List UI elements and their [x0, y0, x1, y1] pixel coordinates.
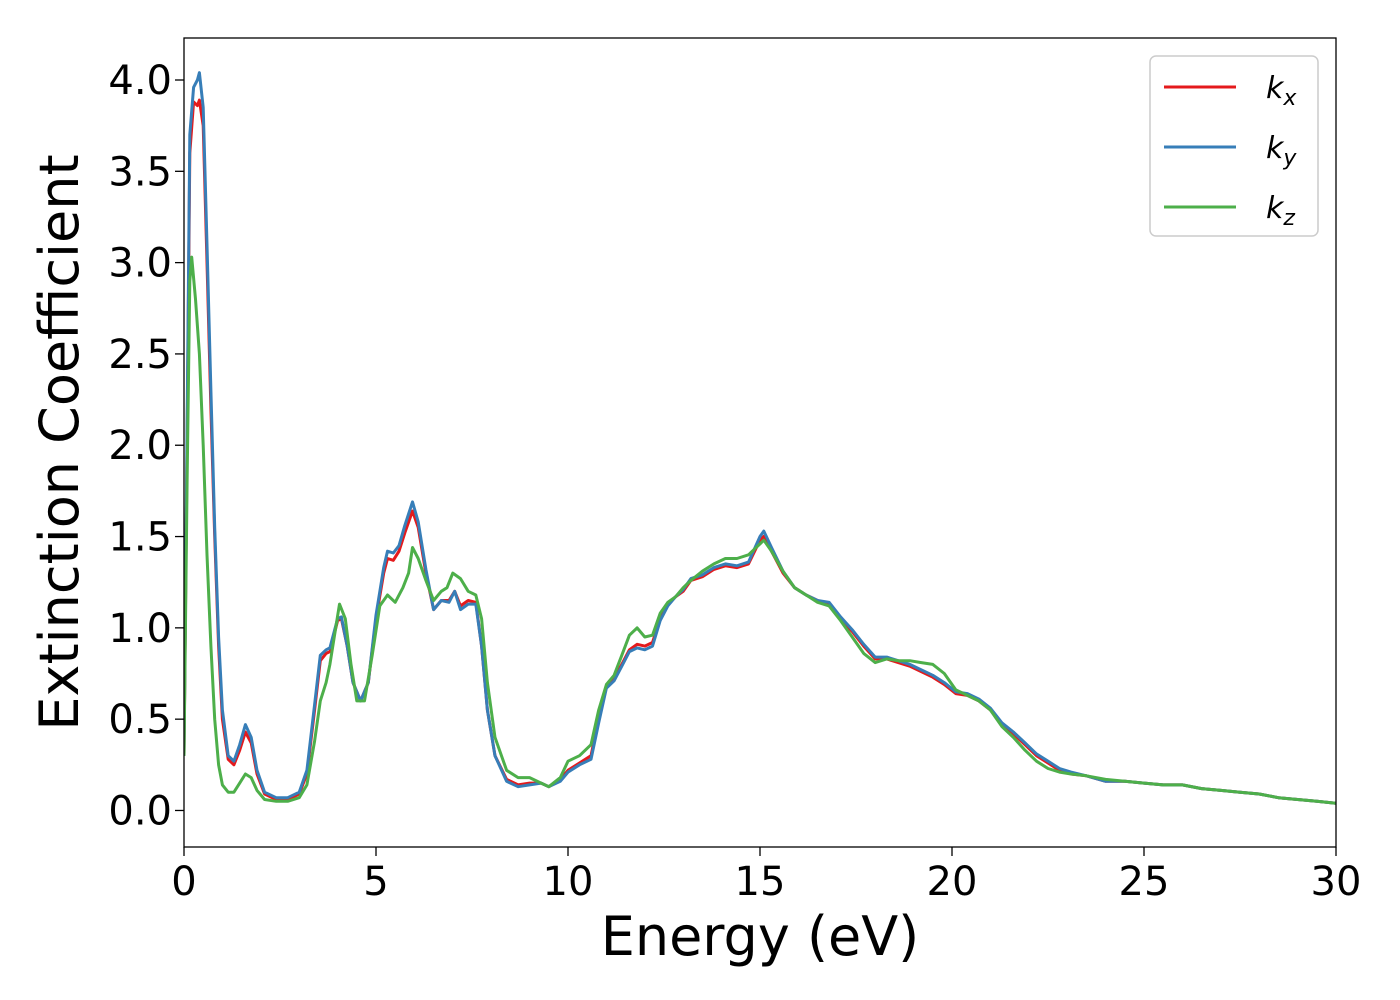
x-tick-label: 25 — [1119, 859, 1170, 905]
x-tick-label: 0 — [171, 859, 196, 905]
x-tick-label: 5 — [363, 859, 388, 905]
legend: kx ky kz — [1149, 55, 1319, 237]
x-tick-label: 15 — [735, 859, 786, 905]
x-tick-label: 10 — [543, 859, 594, 905]
y-tick-label: 4.0 — [108, 58, 172, 104]
y-axis-label: Extinction Coefficient — [28, 154, 91, 730]
y-tick-label: 2.0 — [108, 423, 172, 469]
legend-label-kx: kx — [1266, 71, 1297, 111]
y-tick-label: 0.0 — [108, 788, 172, 834]
x-tick-label: 30 — [1311, 859, 1362, 905]
legend-label-ky: ky — [1266, 131, 1297, 171]
y-tick-label: 1.5 — [108, 515, 172, 561]
series-line-kz — [184, 255, 1336, 805]
y-tick-label: 3.5 — [108, 149, 172, 195]
y-tick-label: 1.0 — [108, 606, 172, 652]
series-line-ky — [184, 71, 1336, 805]
series-layer — [184, 71, 1336, 805]
y-tick-label: 2.5 — [108, 332, 172, 378]
x-tick-label: 20 — [927, 859, 978, 905]
legend-label-kz: kz — [1266, 191, 1295, 231]
y-tick-label: 3.0 — [108, 241, 172, 287]
ticks-layer: 0 5 10 15 20 25 30 0.0 0.5 1.0 1.5 2.0 2.5 3.0 3.5 4.0 — [108, 58, 1361, 905]
y-tick-label: 0.5 — [108, 697, 172, 743]
x-axis-label: Energy (eV) — [601, 905, 920, 968]
